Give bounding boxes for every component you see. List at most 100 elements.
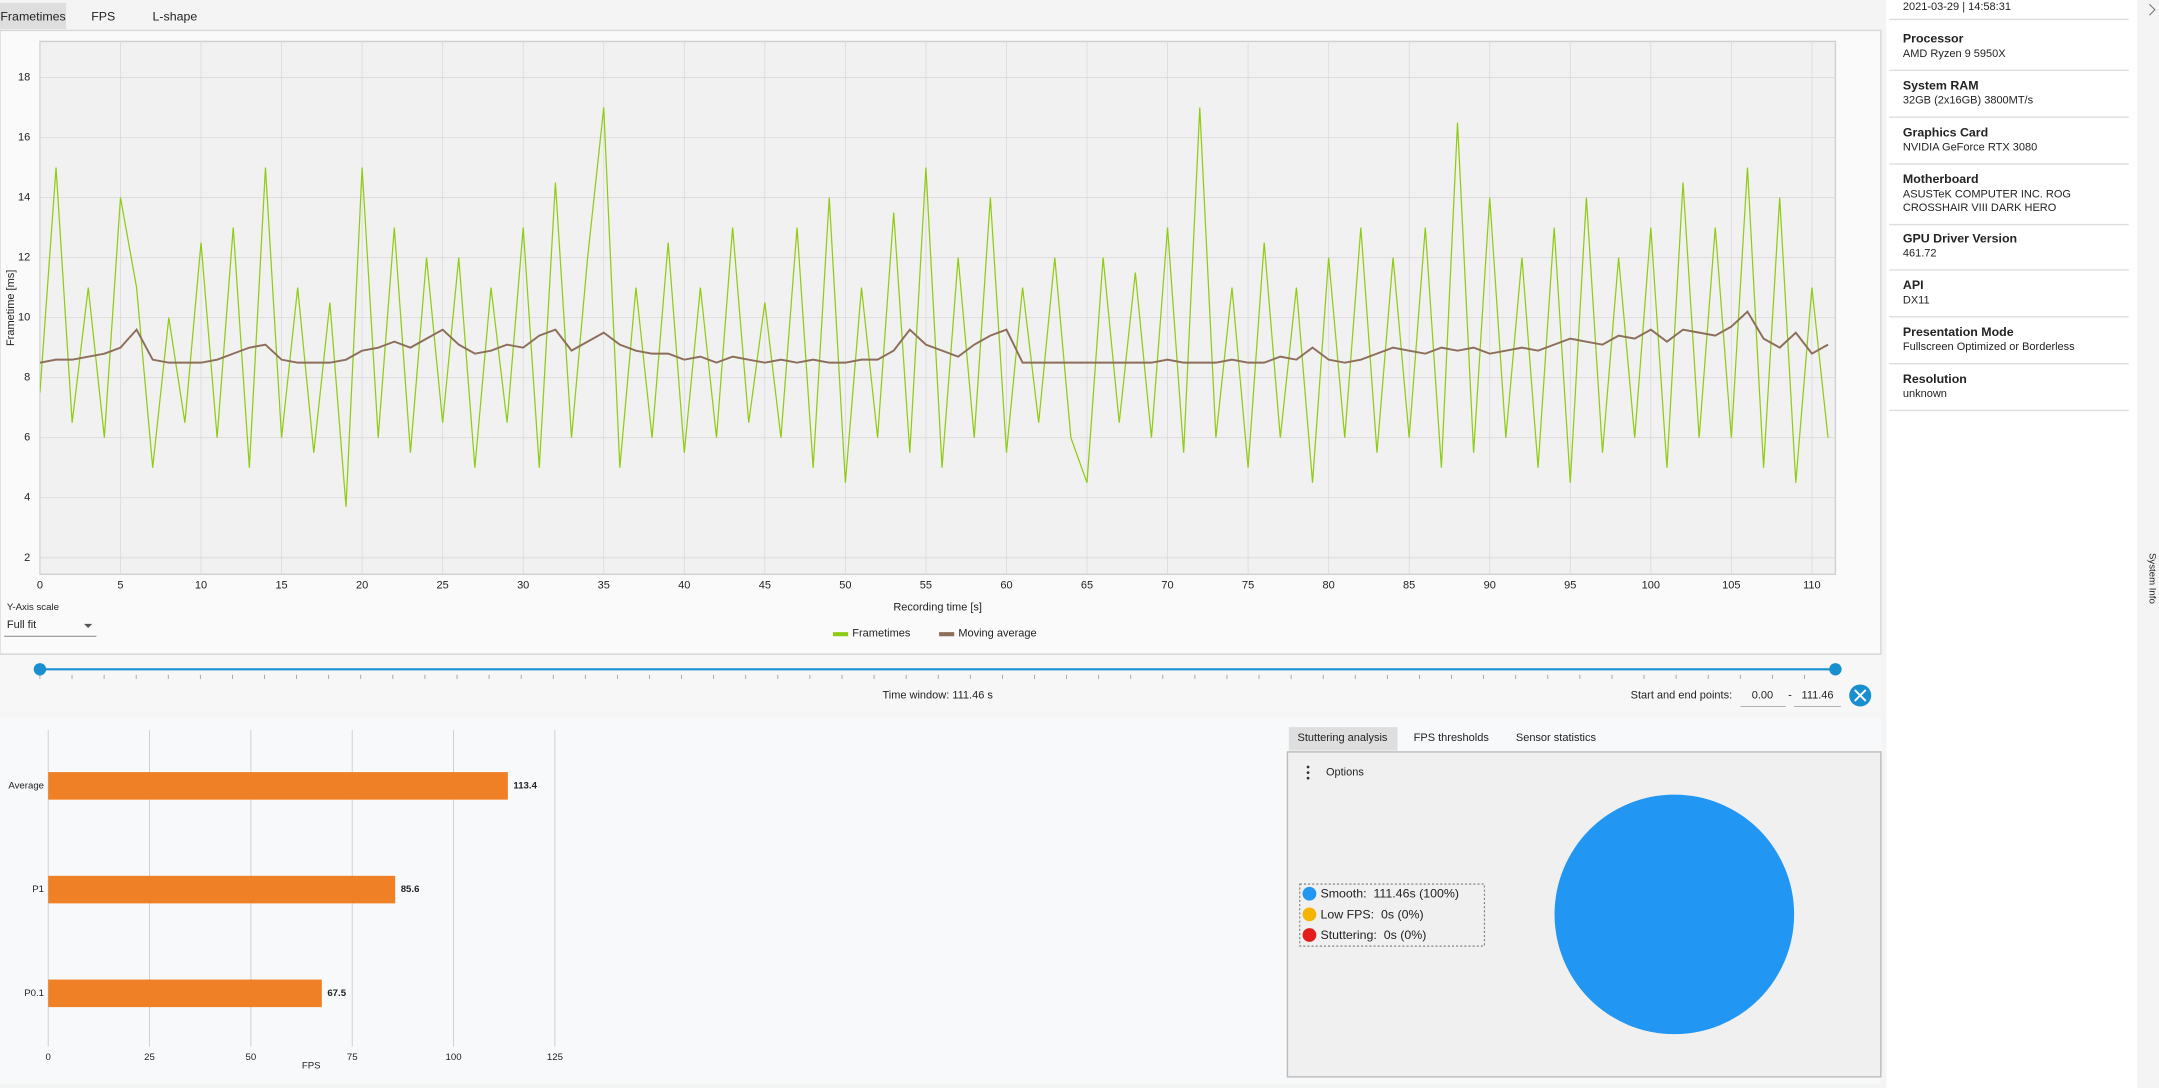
collapse-arrow[interactable]	[2148, 3, 2156, 16]
y-tick-label: 2	[24, 552, 30, 564]
info-label: API	[1903, 278, 1924, 292]
x-tick-label: 25	[144, 1052, 155, 1063]
info-label: Presentation Mode	[1903, 325, 2014, 339]
legend-name: Stuttering:	[1320, 928, 1376, 942]
tab[interactable]: L-shape	[153, 10, 198, 24]
active-tab-bg	[0, 2, 67, 30]
x-tick-label: 45	[759, 579, 771, 591]
system-info-list: Processor AMD Ryzen 9 5950X System RAM 32GB…	[1889, 32, 2129, 412]
bar	[48, 875, 396, 904]
legend-entry: Low FPS: 0s (0%)	[1320, 907, 1423, 921]
series-line	[39, 310, 1829, 364]
info-value: DX11	[1903, 294, 1930, 306]
legend-marker	[1302, 886, 1317, 901]
analysis-tab[interactable]: Stuttering analysis	[1298, 732, 1388, 744]
analysis-tab[interactable]: FPS thresholds	[1414, 732, 1490, 744]
x-tick-label: 125	[547, 1052, 563, 1063]
x-tick-label: 105	[1722, 579, 1740, 591]
plot-area	[39, 40, 1837, 575]
info-label: Processor	[1903, 32, 1964, 46]
info-value: 32GB (2x16GB) 3800MT/s	[1903, 95, 2034, 107]
start-input[interactable]: 0.00	[1752, 689, 1773, 701]
y-tick-label: 18	[18, 71, 30, 83]
x-tick-label: 15	[275, 579, 287, 591]
options-menu[interactable]: Options	[1306, 765, 1365, 780]
x-tick-label: 50	[839, 579, 851, 591]
tab[interactable]: Frametimes	[0, 10, 65, 24]
legend-swatch	[939, 632, 955, 637]
info-label: GPU Driver Version	[1903, 231, 2017, 245]
slider-panel	[0, 655, 1881, 712]
legend-label: Frametimes	[852, 627, 911, 639]
info-value: NVIDIA GeForce RTX 3080	[1903, 141, 2037, 153]
menu-dot	[1306, 765, 1310, 769]
legend-name: Smooth:	[1320, 887, 1366, 901]
x-tick-label: 60	[1000, 579, 1012, 591]
info-value: Fullscreen Optimized or Borderless	[1903, 341, 2075, 353]
y-scale-dropdown[interactable]: Full fit	[4, 619, 97, 637]
category-label: Average	[8, 780, 44, 791]
info-label: Motherboard	[1903, 172, 1979, 186]
dropdown-value[interactable]: Full fit	[7, 619, 36, 631]
y-tick-label: 6	[24, 432, 30, 444]
y-axis-label: Frametime [ms]	[5, 270, 17, 346]
menu-dot	[1306, 771, 1310, 774]
x-tick-label: 70	[1161, 579, 1173, 591]
legend-swatch	[833, 632, 849, 637]
x-tick-label: 90	[1484, 579, 1496, 591]
category-label: P1	[32, 884, 44, 895]
x-tick-label: 0	[46, 1052, 51, 1063]
pie-legend-box	[1299, 883, 1485, 947]
cut-button[interactable]	[1849, 684, 1872, 707]
x-tick-label: 100	[1642, 579, 1660, 591]
y-tick-label: 14	[18, 192, 30, 204]
value-label: 113.4	[513, 780, 537, 791]
tab[interactable]: FPS	[91, 10, 115, 24]
active-analysis-tab-bg	[1288, 727, 1398, 751]
legend-marker	[1302, 928, 1317, 942]
legend-entry: Smooth: 111.46s (100%)	[1320, 887, 1459, 901]
slider-handle-end[interactable]	[1829, 663, 1842, 676]
legend-marker	[1302, 907, 1317, 922]
time-window: Time window: 111.46 s	[882, 689, 993, 701]
x-tick-label: 10	[195, 579, 207, 591]
x-tick-label: 80	[1323, 579, 1335, 591]
sidebar	[1886, 0, 2137, 1088]
x-tick-label: 110	[1803, 579, 1821, 591]
y-tick-label: 12	[18, 252, 30, 264]
legend-value: 0s (0%)	[1384, 928, 1427, 942]
x-tick-label: 100	[446, 1052, 462, 1063]
info-value: AMD Ryzen 9 5950X	[1903, 48, 2006, 60]
options-label[interactable]: Options	[1326, 767, 1364, 779]
x-tick-label: 25	[437, 579, 449, 591]
category-label: P0.1	[24, 988, 44, 999]
x-tick-label: 50	[246, 1052, 257, 1063]
dropdown-arrow[interactable]	[83, 623, 93, 628]
bar	[48, 772, 508, 800]
y-tick-label: 8	[24, 372, 30, 384]
side-tab[interactable]: System Info	[2147, 553, 2158, 604]
x-axis-label: FPS	[302, 1060, 321, 1071]
recorded-date: 2021-03-29 | 14:58:31	[1903, 1, 2011, 13]
y-tick-label: 16	[18, 131, 30, 143]
analysis-tab[interactable]: Sensor statistics	[1516, 732, 1597, 744]
end-input[interactable]: 111.46	[1802, 689, 1834, 701]
info-value: CROSSHAIR VIII DARK HERO	[1903, 202, 2057, 214]
x-tick-label: 5	[117, 579, 123, 591]
y-tick-label: 4	[24, 492, 30, 504]
start-end-label: Start and end points:	[1631, 689, 1733, 701]
x-tick-label: 30	[517, 579, 529, 591]
slider-handle-start[interactable]	[33, 663, 47, 676]
cut-icon	[1854, 689, 1867, 702]
x-tick-label: 75	[347, 1052, 358, 1063]
legend-entry: Stuttering: 0s (0%)	[1320, 928, 1426, 942]
legend-name: Low FPS:	[1320, 907, 1374, 921]
info-value: ASUSTeK COMPUTER INC. ROG	[1903, 188, 2071, 200]
y-tick-label: 10	[18, 312, 30, 324]
bar	[48, 979, 322, 1008]
x-tick-label: 55	[920, 579, 932, 591]
legend-value: 0s (0%)	[1381, 907, 1424, 921]
menu-dot	[1306, 776, 1310, 780]
